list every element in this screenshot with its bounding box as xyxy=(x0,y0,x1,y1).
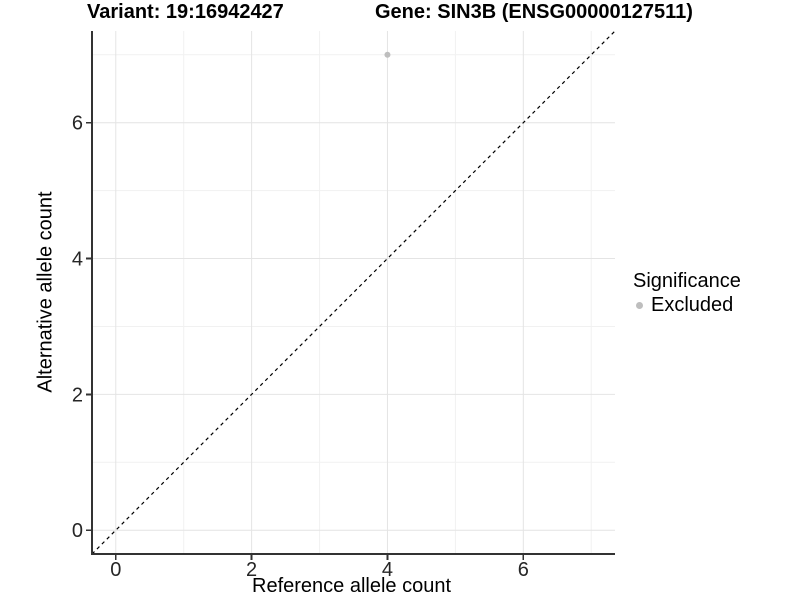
data-point xyxy=(384,51,391,58)
excluded-point-icon xyxy=(636,302,643,309)
y-tick-label: 2 xyxy=(72,384,83,406)
legend: Significance Excluded xyxy=(633,270,741,317)
identity-reference-line xyxy=(91,30,616,555)
y-tick-label: 6 xyxy=(72,113,83,135)
legend-entry-excluded: Excluded xyxy=(633,294,741,317)
y-tick-label: 4 xyxy=(72,249,83,271)
y-tick-label: 0 xyxy=(72,520,83,542)
legend-title: Significance xyxy=(633,270,741,292)
x-tick-label: 4 xyxy=(382,559,393,581)
x-axis-label: Reference allele count xyxy=(252,575,452,597)
legend-entry-label: Excluded xyxy=(651,294,734,316)
x-tick-label: 0 xyxy=(110,559,121,581)
plot-title-gene: Gene: SIN3B (ENSG00000127511) xyxy=(375,1,693,23)
y-axis-label: Alternative allele count xyxy=(34,191,57,393)
x-tick-label: 2 xyxy=(246,559,257,581)
x-tick-label: 6 xyxy=(518,559,529,581)
plot-title-variant: Variant: 19:16942427 xyxy=(87,1,284,23)
